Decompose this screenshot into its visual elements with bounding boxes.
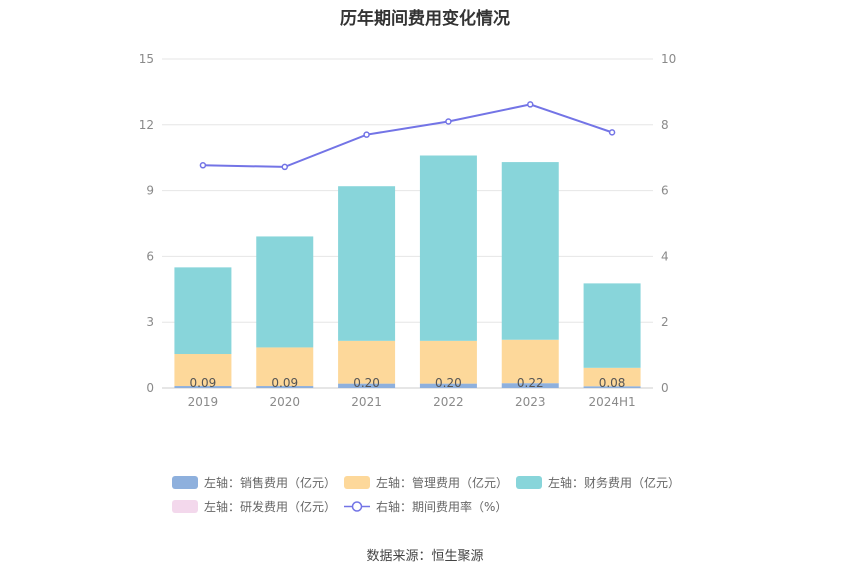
bar-data-label: 0.08: [599, 376, 626, 390]
legend-swatch-admin: [344, 476, 370, 489]
right-axis-tick-label: 6: [661, 184, 669, 198]
legend-label-finance: 左轴：财务费用（亿元）: [548, 476, 681, 490]
right-axis-tick-label: 10: [661, 52, 676, 66]
bar-segment: [174, 267, 232, 355]
chart-title: 历年期间费用变化情况: [340, 9, 510, 29]
right-axis-tick-label: 4: [661, 249, 669, 263]
chart: 0 3 6 9 12 15 0 2 4 6 8 10 0.09 0.09 0.20 0.20 0.22 0.08 2…: [139, 52, 677, 409]
x-axis-tick-label: 2020: [269, 395, 300, 409]
left-axis-tick-label: 12: [139, 118, 154, 132]
bar-segment: [419, 383, 477, 388]
bar-segment: [501, 383, 559, 388]
left-axis-tick-label: 6: [146, 249, 154, 263]
bar-data-label: 0.09: [190, 376, 217, 390]
x-axis-tick-label: 2024H1: [588, 395, 635, 409]
left-axis-tick-label: 15: [139, 52, 154, 66]
bar-segment: [419, 340, 477, 384]
legend-item-rnd[interactable]: 左轴：研发费用（亿元）: [172, 498, 336, 515]
right-axis-tick-label: 8: [661, 118, 669, 132]
legend-label-rnd: 左轴：研发费用（亿元）: [204, 500, 337, 514]
bar-segment: [419, 155, 477, 341]
legend-line-icon: [344, 501, 370, 512]
source-note: 数据来源：恒生聚源: [366, 549, 484, 564]
bar-segment: [338, 186, 396, 341]
bar-data-label: 0.09: [271, 376, 298, 390]
right-axis-tick-label: 2: [661, 315, 669, 329]
bar-segment: [174, 354, 232, 387]
bar-segment: [256, 386, 314, 388]
legend-label-expense-rate: 右轴：期间费用率（%）: [376, 500, 508, 514]
legend-swatch-finance: [516, 476, 542, 489]
legend-label-admin: 左轴：管理费用（亿元）: [376, 476, 509, 490]
expense-rate-point: [445, 118, 452, 125]
bar-segment: [583, 386, 641, 388]
legend-item-finance[interactable]: 左轴：财务费用（亿元）: [516, 474, 680, 491]
x-axis-tick-label: 2023: [515, 395, 546, 409]
bar-segment: [338, 340, 396, 384]
x-axis-tick-label: 2022: [433, 395, 464, 409]
x-axis-tick-label: 2021: [351, 395, 382, 409]
right-axis-tick-label: 0: [661, 381, 669, 395]
left-axis-tick-label: 3: [146, 315, 154, 329]
bar-segment: [174, 386, 232, 388]
expense-rate-point: [608, 129, 616, 136]
left-axis-tick-label: 0: [146, 381, 154, 395]
expense-rate-point: [527, 101, 534, 108]
bar-segment: [501, 339, 559, 384]
bar-segment: [338, 383, 396, 388]
x-axis-tick-label: 2019: [188, 395, 219, 409]
bar-data-label: 0.22: [517, 376, 544, 390]
legend-item-admin[interactable]: 左轴：管理费用（亿元）: [344, 474, 508, 491]
legend-swatch-sales: [172, 476, 198, 489]
legend-item-expense-rate[interactable]: 右轴：期间费用率（%）: [344, 498, 507, 515]
bar-segment: [256, 236, 314, 348]
bar-segment: [583, 367, 641, 387]
legend-item-sales[interactable]: 左轴：销售费用（亿元）: [172, 474, 336, 491]
bar-segment: [501, 162, 559, 340]
left-axis-tick-label: 9: [146, 184, 154, 198]
bar-data-label: 0.20: [435, 376, 462, 390]
expense-rate-point: [281, 163, 288, 171]
expense-rate-line: [202, 103, 613, 168]
bar-segment: [583, 283, 641, 368]
expense-rate-point: [363, 131, 370, 138]
legend-swatch-rnd: [172, 500, 198, 513]
expense-rate-point: [199, 162, 207, 169]
bar-segment: [256, 347, 314, 387]
bar-data-label: 0.20: [353, 376, 380, 390]
legend-label-sales: 左轴：销售费用（亿元）: [204, 476, 337, 490]
